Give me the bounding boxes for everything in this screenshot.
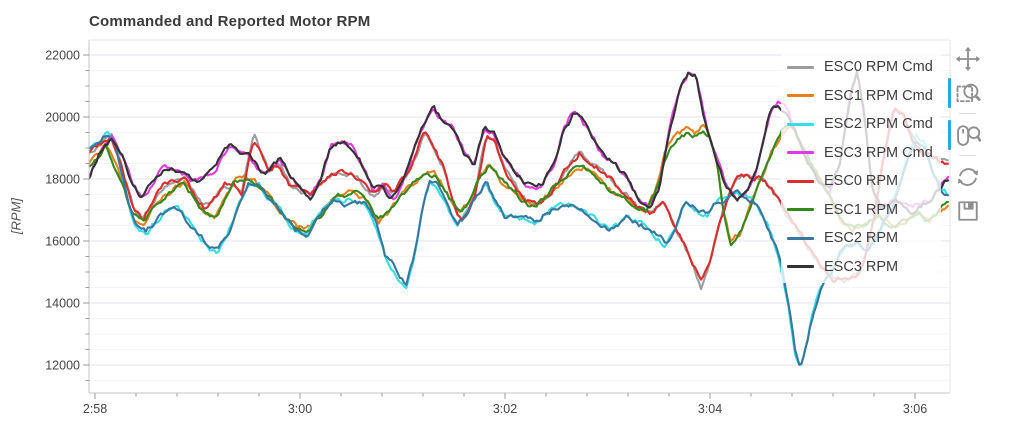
legend-item: ESC0 RPM Cmd <box>787 53 933 82</box>
legend-item: ESC1 RPM Cmd <box>787 82 933 111</box>
legend-swatch <box>787 151 814 155</box>
legend-swatch <box>787 236 814 240</box>
legend-item: ESC2 RPM Cmd <box>787 110 933 139</box>
y-tick-label: 12000 <box>45 359 80 373</box>
y-tick-label: 20000 <box>45 111 80 125</box>
box-zoom-icon <box>956 83 981 103</box>
x-tick-label: 2:58 <box>83 402 107 416</box>
legend-list: ESC0 RPM Cmd ESC1 RPM Cmd ESC2 RPM Cmd ESC3… <box>787 53 933 281</box>
legend-item: ESC2 RPM <box>787 224 933 253</box>
reset-icon <box>957 168 979 186</box>
legend-label: ESC0 RPM <box>824 173 899 190</box>
legend-swatch <box>787 265 814 269</box>
legend-swatch <box>787 65 814 69</box>
legend-label: ESC1 RPM Cmd <box>824 87 933 104</box>
wheel-zoom-icon <box>957 125 982 146</box>
legend-swatch <box>787 122 814 126</box>
active-tool-indicator <box>948 120 951 150</box>
box-zoom-tool-button[interactable] <box>953 78 983 108</box>
toolbar-divider <box>959 155 976 156</box>
legend-label: ESC2 RPM Cmd <box>824 116 933 133</box>
wheel-zoom-tool-button[interactable] <box>953 120 983 150</box>
chart-title: Commanded and Reported Motor RPM <box>89 13 371 30</box>
legend-item: ESC0 RPM <box>787 167 933 196</box>
legend-label: ESC0 RPM Cmd <box>824 59 933 76</box>
y-tick-label: 22000 <box>45 49 80 63</box>
y-tick-label: 14000 <box>45 297 80 311</box>
legend-label: ESC3 RPM <box>824 258 899 275</box>
active-tool-indicator <box>948 78 951 108</box>
pan-tool-button[interactable] <box>953 44 983 74</box>
legend-swatch <box>787 179 814 183</box>
axes: 12000 14000 16000 18000 20000 22000 2:58 3:00 3:… <box>45 40 950 416</box>
legend-label: ESC1 RPM <box>824 201 899 218</box>
series-line-esc2-rpm <box>89 134 949 366</box>
x-tick-label: 3:04 <box>698 402 722 416</box>
legend-swatch <box>787 94 814 98</box>
x-tick-label: 3:06 <box>903 402 927 416</box>
legend-swatch <box>787 208 814 212</box>
legend-label: ESC2 RPM <box>824 230 899 247</box>
legend-item: ESC1 RPM <box>787 196 933 225</box>
pan-icon <box>955 46 981 72</box>
legend: ESC0 RPM Cmd ESC1 RPM Cmd ESC2 RPM Cmd ESC3… <box>781 51 941 283</box>
legend-item: ESC3 RPM Cmd <box>787 139 933 168</box>
toolbar-divider <box>959 113 976 114</box>
y-axis-label: [RPM] <box>8 197 24 235</box>
y-tick-label: 16000 <box>45 235 80 249</box>
reset-tool-button[interactable] <box>953 162 983 192</box>
x-tick-label: 3:00 <box>288 402 312 416</box>
save-tool-button[interactable] <box>953 196 983 226</box>
legend-item: ESC3 RPM <box>787 253 933 282</box>
x-tick-label: 3:02 <box>493 402 517 416</box>
legend-label: ESC3 RPM Cmd <box>824 144 933 161</box>
save-icon <box>958 201 978 221</box>
y-tick-label: 18000 <box>45 173 80 187</box>
